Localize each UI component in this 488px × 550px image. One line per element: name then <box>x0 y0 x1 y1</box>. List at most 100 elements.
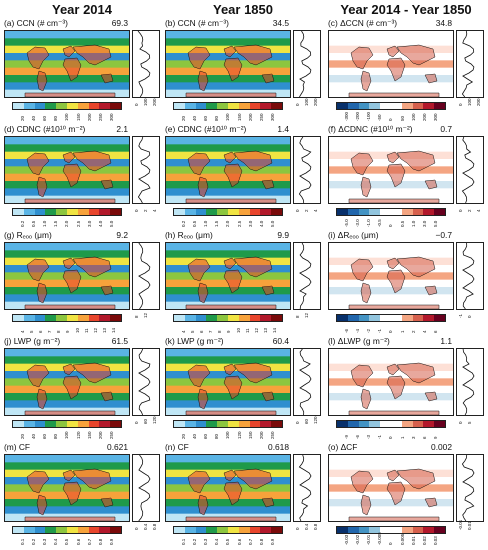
colorbar-ticks: 4 5 6 7 8 9 10 11 12 13 14 <box>173 322 281 333</box>
zonal-mean-profile <box>293 454 321 522</box>
colorbar-swatch <box>369 315 381 321</box>
colorbar-ticks: 20 40 60 80 100 120 150 200 250 <box>12 428 120 439</box>
colorbar-tick-label: 100 <box>64 431 70 439</box>
colorbar-tick-label: 6 <box>199 330 205 333</box>
colorbar-swatch <box>337 527 348 533</box>
panel-label: (a) CCN (# cm⁻³) <box>4 18 68 28</box>
panel-label: (f) ΔCDNC (#10¹⁰ m⁻²) <box>328 124 413 134</box>
zonal-tick-label: 120 <box>152 416 157 424</box>
colorbar-swatch <box>217 315 228 321</box>
colorbar-tick-label: -100 <box>366 111 372 121</box>
colorbar-tick-label: 60 <box>42 115 48 121</box>
zonal-mean-profile <box>132 454 160 522</box>
colorbar-swatch <box>412 315 424 321</box>
colorbar-swatch <box>34 315 46 321</box>
colorbar-tick-label: 0.9 <box>269 538 275 545</box>
zonal-mean-profile <box>132 30 160 98</box>
colorbar-swatch <box>412 527 424 533</box>
zonal-tick-label: 200 <box>476 98 481 106</box>
colorbar-tick-label: 10 <box>235 327 241 333</box>
colorbar-swatch <box>34 103 46 109</box>
zonal-mean-profile <box>132 136 160 204</box>
zonal-tick-label: 100 <box>467 98 472 106</box>
panel-global-mean: 9.2 <box>116 230 128 240</box>
colorbar-tick-label: 5 <box>29 330 35 333</box>
colorbar-tick-label: 0 <box>388 436 394 439</box>
zonal-tick-label: 0 <box>295 527 300 530</box>
colorbar-swatch <box>347 103 359 109</box>
colorbar-swatch <box>358 421 370 427</box>
colorbar-swatch <box>249 103 261 109</box>
zonal-mean-profile <box>456 454 484 522</box>
zonal-tick-label: 2 <box>467 209 472 212</box>
colorbar-tick-label: 5.0 <box>269 220 275 227</box>
colorbar-tick-label: -50 <box>377 114 383 121</box>
zonal-mean-profile <box>132 348 160 416</box>
colorbar <box>173 314 283 322</box>
colorbar-tick-label: 13 <box>262 327 268 333</box>
colorbar-swatch <box>337 315 348 321</box>
panel-global-mean: 34.5 <box>272 18 289 28</box>
colorbar-tick-label: 2 <box>410 330 416 333</box>
colorbar-tick-label: 40 <box>192 115 198 121</box>
colorbar-tick-label: 0 <box>388 330 394 333</box>
panel-global-mean: 0.621 <box>107 442 128 452</box>
panel-d: (d) CDNC (#10¹⁰ m⁻²) 2.1 0.2 0.5 1.0 1.5 2.0 2.… <box>2 124 162 230</box>
panel-label: (i) ΔRₑₒₒ (μm) <box>328 230 379 240</box>
panel-m: (m) CF 0.621 0.1 0.2 0.3 0.4 0.5 0.6 0.7 0.8 0.9 0 0… <box>2 442 162 548</box>
colorbar-swatch <box>271 103 282 109</box>
column-title-diff: Year 2014 - Year 1850 <box>340 2 472 17</box>
zonal-tick-label: 4 <box>152 209 157 212</box>
zonal-tick-label: -1 <box>458 313 463 318</box>
colorbar-tick-label: -0.01 <box>366 534 372 545</box>
colorbar-swatch <box>206 209 218 215</box>
colorbar-swatch <box>217 209 228 215</box>
zonal-tick-label: 0.8 <box>313 523 318 530</box>
colorbar-tick-label: 200 <box>247 113 253 121</box>
colorbar-swatch <box>206 527 218 533</box>
colorbar-swatch <box>184 315 196 321</box>
colorbar-tick-label: 3.0 <box>247 220 253 227</box>
colorbar-swatch <box>390 421 402 427</box>
colorbar-tick-label: 6 <box>432 330 438 333</box>
colorbar-swatch <box>423 209 435 215</box>
colorbar-tick-label: 200 <box>86 113 92 121</box>
colorbar-tick-label: 4 <box>421 330 427 333</box>
panel-g: (g) Rₑₒₒ (μm) 9.2 4 5 6 7 8 9 10 11 12 13 14 8 12 <box>2 230 162 336</box>
world-map <box>165 454 291 522</box>
zonal-tick-label: 0 <box>134 103 139 106</box>
panel-global-mean: 69.3 <box>111 18 128 28</box>
colorbar-swatch <box>174 315 185 321</box>
colorbar-tick-label: 250 <box>269 431 275 439</box>
colorbar-swatch <box>34 209 46 215</box>
panel-label: (n) CF <box>165 442 189 452</box>
colorbar-swatch <box>13 103 24 109</box>
panel-label: (c) ΔCCN (# cm⁻³) <box>328 18 398 28</box>
colorbar <box>336 526 446 534</box>
zonal-mean-profile <box>456 30 484 98</box>
panel-k: (k) LWP (g m⁻²) 60.4 20 40 60 80 100 120 150 200 2… <box>163 336 323 442</box>
colorbar-tick-label: 1.0 <box>203 220 209 227</box>
panel-global-mean: 1.4 <box>277 124 289 134</box>
world-map <box>4 454 130 522</box>
colorbar-swatch <box>88 209 100 215</box>
colorbar-tick-label: 9 <box>226 330 232 333</box>
colorbar-tick-label: 40 <box>31 433 37 439</box>
colorbar-swatch <box>45 527 57 533</box>
colorbar-swatch <box>347 315 359 321</box>
colorbar-tick-label: 80 <box>214 115 220 121</box>
colorbar-tick-label: 0 <box>388 118 394 121</box>
colorbar-tick-label: 300 <box>108 113 114 121</box>
colorbar-swatch <box>217 527 228 533</box>
panel-h: (h) Rₑₒₒ (μm) 9.9 4 5 6 7 8 9 10 11 12 13 14 8 12 <box>163 230 323 336</box>
colorbar-swatch <box>227 103 239 109</box>
colorbar-swatch <box>423 421 435 427</box>
colorbar-swatch <box>260 421 272 427</box>
colorbar-swatch <box>195 103 207 109</box>
colorbar-swatch <box>13 527 24 533</box>
zonal-tick-label: 60 <box>304 418 309 424</box>
colorbar-swatch <box>271 315 282 321</box>
colorbar-swatch <box>227 209 239 215</box>
panel-label: (j) LWP (g m⁻²) <box>4 336 61 346</box>
colorbar-swatch <box>337 209 348 215</box>
